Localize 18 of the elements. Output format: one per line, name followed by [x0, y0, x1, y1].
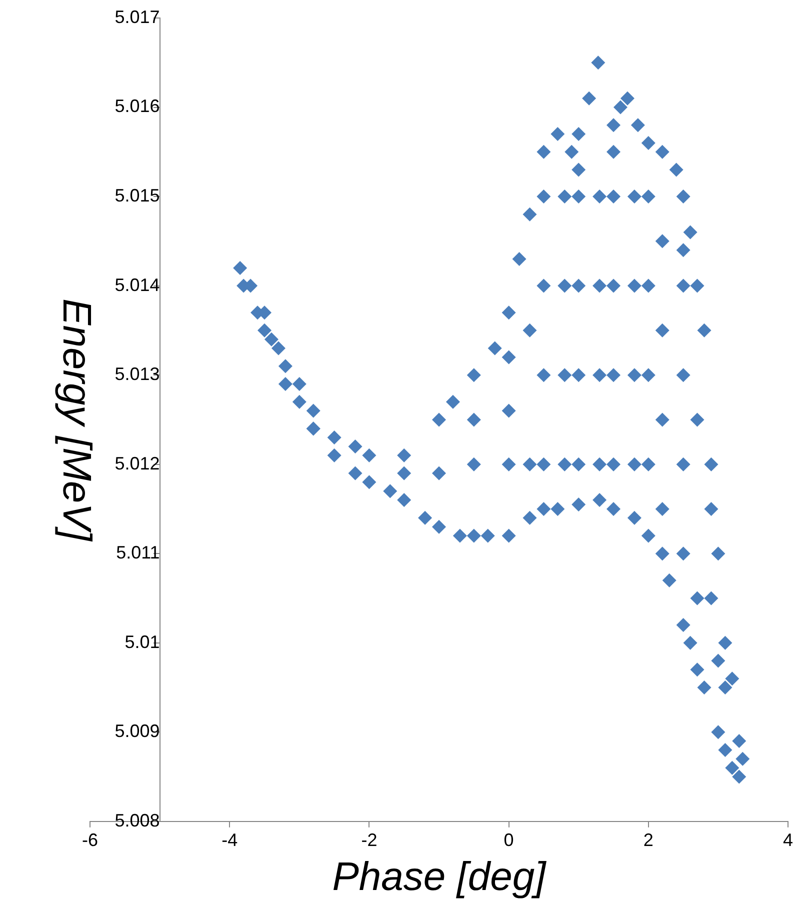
x-tick-label: -4 — [222, 830, 238, 850]
y-tick-label: 5.009 — [114, 721, 160, 742]
y-tick-label: 5.01 — [124, 632, 160, 652]
y-tick-label: 5.011 — [116, 542, 160, 563]
x-tick-label: 2 — [643, 830, 654, 850]
y-axis-title: Energy [MeV] — [54, 298, 99, 542]
x-axis-title: Phase [deg] — [332, 855, 547, 900]
y-tick-label: 5.014 — [114, 274, 160, 295]
x-tick-label: -2 — [361, 830, 378, 850]
x-tick-label: 0 — [504, 830, 514, 850]
y-tick-label: 5.012 — [114, 453, 160, 474]
y-tick-label: 5.016 — [114, 96, 160, 116]
y-tick-label: 5.013 — [114, 364, 160, 384]
y-tick-label: 5.015 — [114, 186, 160, 206]
y-tick-label: 5.008 — [114, 810, 160, 830]
y-tick-label: 5.017 — [114, 6, 160, 27]
x-tick-label: 4 — [782, 830, 794, 850]
x-tick-label: -6 — [82, 830, 98, 850]
